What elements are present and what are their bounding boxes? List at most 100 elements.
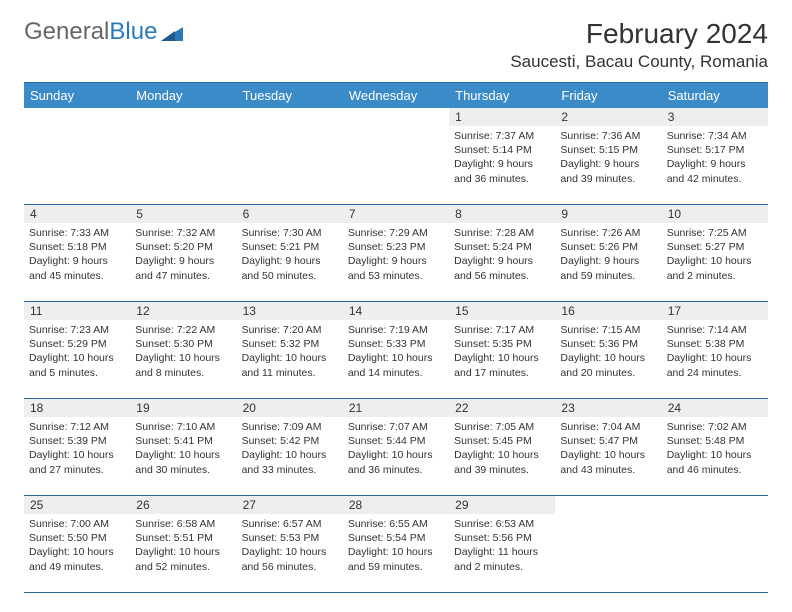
day-number: 13 [237, 302, 343, 320]
sunset-text: Sunset: 5:41 PM [135, 434, 231, 448]
day-cell [662, 514, 768, 592]
daylight-text-2: and 39 minutes. [454, 463, 550, 477]
sunset-text: Sunset: 5:17 PM [667, 143, 763, 157]
day-cell: Sunrise: 7:22 AMSunset: 5:30 PMDaylight:… [130, 320, 236, 398]
day-cell: Sunrise: 7:14 AMSunset: 5:38 PMDaylight:… [662, 320, 768, 398]
sunrise-text: Sunrise: 7:02 AM [667, 420, 763, 434]
sunrise-text: Sunrise: 7:30 AM [242, 226, 338, 240]
day-number [343, 108, 449, 126]
daylight-text-1: Daylight: 11 hours [454, 545, 550, 559]
day-number: 21 [343, 399, 449, 417]
day-number: 19 [130, 399, 236, 417]
daylight-text-2: and 2 minutes. [667, 269, 763, 283]
sunset-text: Sunset: 5:21 PM [242, 240, 338, 254]
sunrise-text: Sunrise: 6:58 AM [135, 517, 231, 531]
sunrise-text: Sunrise: 7:20 AM [242, 323, 338, 337]
day-number: 29 [449, 496, 555, 514]
day-cell: Sunrise: 7:20 AMSunset: 5:32 PMDaylight:… [237, 320, 343, 398]
daylight-text-1: Daylight: 9 hours [667, 157, 763, 171]
day-cell: Sunrise: 7:12 AMSunset: 5:39 PMDaylight:… [24, 417, 130, 495]
daylight-text-1: Daylight: 10 hours [560, 448, 656, 462]
day-number: 27 [237, 496, 343, 514]
daylight-text-2: and 42 minutes. [667, 172, 763, 186]
day-number: 24 [662, 399, 768, 417]
daylight-text-1: Daylight: 9 hours [560, 254, 656, 268]
daylight-text-1: Daylight: 9 hours [454, 254, 550, 268]
daylight-text-2: and 47 minutes. [135, 269, 231, 283]
sunrise-text: Sunrise: 7:05 AM [454, 420, 550, 434]
daylight-text-2: and 20 minutes. [560, 366, 656, 380]
sunset-text: Sunset: 5:32 PM [242, 337, 338, 351]
week-row: Sunrise: 7:23 AMSunset: 5:29 PMDaylight:… [24, 320, 768, 398]
sunset-text: Sunset: 5:38 PM [667, 337, 763, 351]
title-block: February 2024 Saucesti, Bacau County, Ro… [510, 18, 768, 72]
sunset-text: Sunset: 5:29 PM [29, 337, 125, 351]
sunrise-text: Sunrise: 6:53 AM [454, 517, 550, 531]
sunset-text: Sunset: 5:42 PM [242, 434, 338, 448]
day-number: 7 [343, 205, 449, 223]
calendar: Sunday Monday Tuesday Wednesday Thursday… [24, 82, 768, 593]
sunset-text: Sunset: 5:48 PM [667, 434, 763, 448]
sunset-text: Sunset: 5:15 PM [560, 143, 656, 157]
day-cell [24, 126, 130, 204]
daylight-text-2: and 14 minutes. [348, 366, 444, 380]
sunrise-text: Sunrise: 7:09 AM [242, 420, 338, 434]
day-cell: Sunrise: 7:02 AMSunset: 5:48 PMDaylight:… [662, 417, 768, 495]
daylight-text-2: and 30 minutes. [135, 463, 231, 477]
day-number: 28 [343, 496, 449, 514]
daynum-row: 45678910 [24, 205, 768, 223]
daylight-text-2: and 24 minutes. [667, 366, 763, 380]
daylight-text-2: and 33 minutes. [242, 463, 338, 477]
day-cell: Sunrise: 7:00 AMSunset: 5:50 PMDaylight:… [24, 514, 130, 592]
sunset-text: Sunset: 5:23 PM [348, 240, 444, 254]
day-number: 17 [662, 302, 768, 320]
day-number: 6 [237, 205, 343, 223]
week-block: 18192021222324Sunrise: 7:12 AMSunset: 5:… [24, 399, 768, 496]
brand-logo: GeneralBlue [24, 18, 183, 46]
dayhead-mon: Monday [130, 83, 236, 108]
daylight-text-1: Daylight: 10 hours [135, 448, 231, 462]
daylight-text-1: Daylight: 10 hours [29, 351, 125, 365]
day-cell: Sunrise: 7:17 AMSunset: 5:35 PMDaylight:… [449, 320, 555, 398]
sunset-text: Sunset: 5:56 PM [454, 531, 550, 545]
dayhead-wed: Wednesday [343, 83, 449, 108]
day-cell: Sunrise: 6:55 AMSunset: 5:54 PMDaylight:… [343, 514, 449, 592]
sunrise-text: Sunrise: 6:57 AM [242, 517, 338, 531]
daylight-text-2: and 59 minutes. [560, 269, 656, 283]
logo-triangle-icon [161, 23, 183, 41]
week-row: Sunrise: 7:37 AMSunset: 5:14 PMDaylight:… [24, 126, 768, 204]
daylight-text-2: and 52 minutes. [135, 560, 231, 574]
week-row: Sunrise: 7:33 AMSunset: 5:18 PMDaylight:… [24, 223, 768, 301]
sunset-text: Sunset: 5:20 PM [135, 240, 231, 254]
day-number: 23 [555, 399, 661, 417]
daylight-text-1: Daylight: 9 hours [560, 157, 656, 171]
day-number: 12 [130, 302, 236, 320]
sunrise-text: Sunrise: 7:33 AM [29, 226, 125, 240]
sunset-text: Sunset: 5:47 PM [560, 434, 656, 448]
sunrise-text: Sunrise: 7:04 AM [560, 420, 656, 434]
day-cell [237, 126, 343, 204]
daylight-text-1: Daylight: 10 hours [135, 545, 231, 559]
daylight-text-1: Daylight: 10 hours [242, 448, 338, 462]
day-cell [555, 514, 661, 592]
day-cell: Sunrise: 7:29 AMSunset: 5:23 PMDaylight:… [343, 223, 449, 301]
daynum-row: 11121314151617 [24, 302, 768, 320]
sunrise-text: Sunrise: 6:55 AM [348, 517, 444, 531]
brand-part1: General [24, 18, 109, 46]
daylight-text-1: Daylight: 10 hours [560, 351, 656, 365]
day-number: 20 [237, 399, 343, 417]
dayhead-thu: Thursday [449, 83, 555, 108]
day-cell: Sunrise: 6:53 AMSunset: 5:56 PMDaylight:… [449, 514, 555, 592]
sunset-text: Sunset: 5:39 PM [29, 434, 125, 448]
sunrise-text: Sunrise: 7:25 AM [667, 226, 763, 240]
dayhead-tue: Tuesday [237, 83, 343, 108]
sunset-text: Sunset: 5:45 PM [454, 434, 550, 448]
day-cell: Sunrise: 7:36 AMSunset: 5:15 PMDaylight:… [555, 126, 661, 204]
day-number: 8 [449, 205, 555, 223]
sunrise-text: Sunrise: 7:36 AM [560, 129, 656, 143]
daylight-text-1: Daylight: 10 hours [348, 351, 444, 365]
day-cell: Sunrise: 7:04 AMSunset: 5:47 PMDaylight:… [555, 417, 661, 495]
sunrise-text: Sunrise: 7:14 AM [667, 323, 763, 337]
daylight-text-1: Daylight: 10 hours [348, 545, 444, 559]
daylight-text-2: and 59 minutes. [348, 560, 444, 574]
